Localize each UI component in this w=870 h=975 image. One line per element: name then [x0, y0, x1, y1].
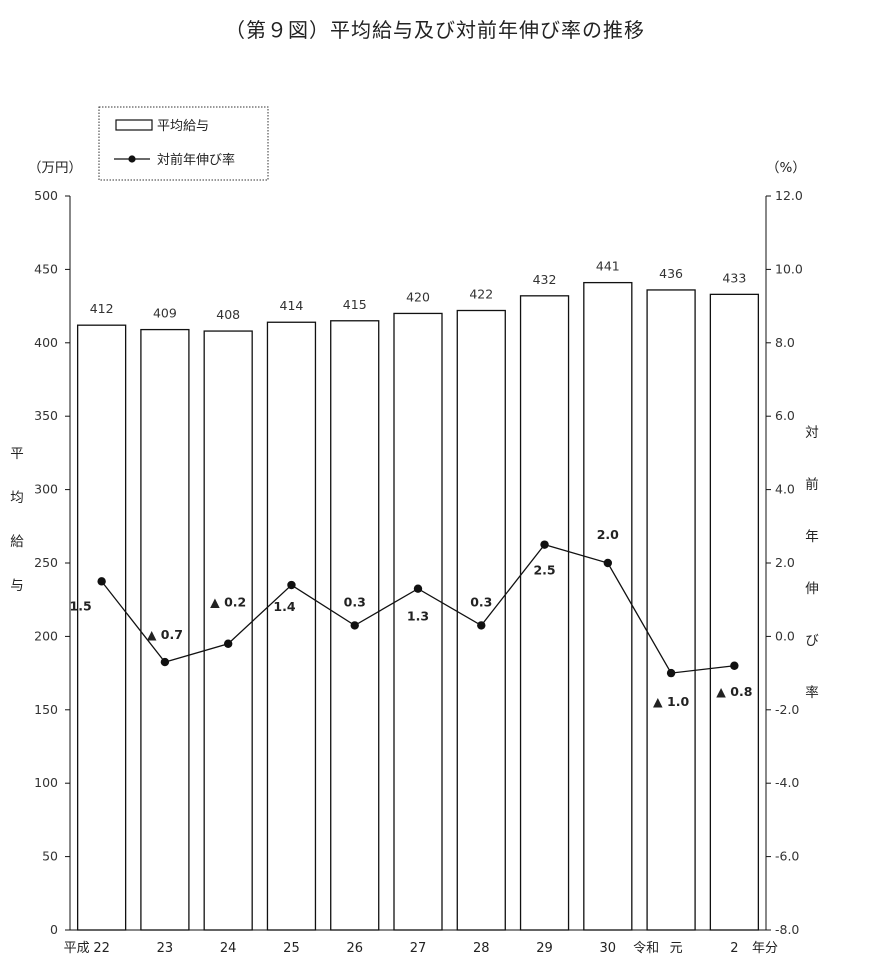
- right-tick-label: -8.0: [775, 922, 799, 937]
- right-tick-label: 8.0: [775, 335, 795, 350]
- rate-point: [540, 540, 549, 549]
- rate-value-label: ▲ 0.8: [716, 684, 752, 699]
- era-label: 平成: [64, 941, 90, 956]
- x-tick-label: 28: [473, 941, 490, 956]
- right-tick-label: -2.0: [775, 702, 799, 717]
- bar-value-label: 436: [659, 266, 683, 281]
- x-tick-label: 30: [600, 941, 617, 956]
- x-tick-label: 22: [93, 941, 110, 956]
- legend-point-swatch: [128, 155, 136, 163]
- rate-point: [730, 661, 739, 670]
- bar: [393, 312, 443, 931]
- bar-value-label: 433: [722, 270, 746, 285]
- bar: [266, 321, 317, 931]
- rate-value-label: 1.4: [273, 599, 295, 614]
- bar-value-label: 412: [90, 301, 114, 316]
- right-tick-label: 4.0: [775, 482, 795, 497]
- legend-frame: [98, 106, 269, 181]
- left-tick-label: 50: [42, 849, 58, 864]
- bar-value-label: 409: [153, 306, 177, 321]
- left-tick-label: 300: [34, 482, 58, 497]
- x-unit-label: 年分: [752, 941, 778, 956]
- left-tick-label: 350: [34, 408, 58, 423]
- x-tick-label: 元: [670, 941, 683, 956]
- left-tick-label: 500: [34, 188, 58, 203]
- left-tick-label: 400: [34, 335, 58, 350]
- legend-label-bar: 平均給与: [157, 119, 209, 134]
- legend-bar-swatch: [115, 119, 153, 131]
- x-tick-label: 26: [346, 941, 363, 956]
- bar: [456, 309, 506, 931]
- bar-value-label: 414: [280, 298, 304, 313]
- rate-value-label: 0.3: [470, 594, 492, 609]
- bar-value-label: 408: [216, 307, 240, 322]
- rate-value-label: ▲ 1.0: [653, 694, 689, 709]
- right-tick-label: 2.0: [775, 555, 795, 570]
- era-label: 令和: [633, 941, 659, 956]
- rate-value-label: ▲ 0.7: [147, 627, 183, 642]
- right-axis-title: 対前年伸び率: [805, 425, 819, 701]
- rate-point: [413, 584, 423, 593]
- axes: 0 50 100 150 200 250 300 350 400 450 500 -8.0 -6.0 -4…: [10, 160, 819, 956]
- rate-point: [287, 580, 296, 590]
- bar-value-label: 415: [343, 297, 367, 312]
- left-axis-title: 平均給与: [10, 446, 24, 594]
- x-tick-label: 25: [283, 941, 300, 956]
- rate-value-label: 1.5: [70, 598, 92, 613]
- left-tick-label: 100: [34, 775, 58, 790]
- left-tick-label: 0: [50, 922, 58, 937]
- left-tick-label: 150: [34, 702, 58, 717]
- right-tick-label: 6.0: [775, 408, 795, 423]
- bar: [709, 293, 760, 931]
- x-tick-label: 27: [410, 941, 427, 956]
- bar-value-label: 432: [533, 272, 557, 287]
- bar-series: [76, 281, 760, 931]
- left-tick-label: 200: [34, 628, 58, 643]
- left-tick-label: 250: [34, 555, 58, 570]
- right-tick-label: -4.0: [775, 775, 799, 790]
- x-tick-label: 29: [536, 941, 553, 956]
- rate-point: [160, 657, 170, 667]
- legend-label-line: 対前年伸び率: [157, 152, 235, 168]
- rate-value-label: ▲ 0.2: [210, 595, 246, 610]
- rate-value-label: 1.3: [407, 609, 429, 624]
- rate-point: [97, 577, 106, 586]
- rate-point: [477, 621, 486, 630]
- rate-value-label: 0.3: [344, 594, 366, 609]
- x-tick-label: 2: [730, 941, 738, 956]
- bar: [76, 324, 127, 931]
- bar: [203, 330, 253, 931]
- rate-value-label: 2.5: [533, 563, 555, 578]
- rate-point: [603, 558, 613, 568]
- data-labels: 412 409 408 414 415 420 422 432 441 436 433 1.5 ▲ 0.…: [70, 259, 753, 709]
- bar: [140, 328, 190, 931]
- bar: [583, 281, 633, 931]
- bar-value-label: 420: [406, 289, 430, 304]
- left-axis-unit: （万円）: [28, 160, 82, 176]
- bar-value-label: 441: [596, 259, 620, 274]
- right-axis-unit: （%）: [766, 160, 806, 176]
- rate-point: [223, 639, 233, 648]
- right-tick-label: 10.0: [775, 261, 803, 276]
- rate-point: [666, 668, 676, 678]
- x-tick-label: 23: [157, 941, 174, 956]
- right-tick-label: 0.0: [775, 628, 795, 643]
- bar-value-label: 422: [469, 287, 493, 302]
- x-tick-label: 24: [220, 941, 237, 956]
- right-tick-label: -6.0: [775, 849, 799, 864]
- left-tick-label: 450: [34, 261, 58, 276]
- line-series: [97, 540, 739, 678]
- bar: [646, 289, 696, 931]
- rate-value-label: 2.0: [597, 527, 619, 542]
- right-tick-label: 12.0: [775, 188, 803, 203]
- rate-point: [350, 621, 359, 630]
- chart-title: （第９図）平均給与及び対前年伸び率の推移: [225, 18, 645, 42]
- bar: [519, 295, 570, 931]
